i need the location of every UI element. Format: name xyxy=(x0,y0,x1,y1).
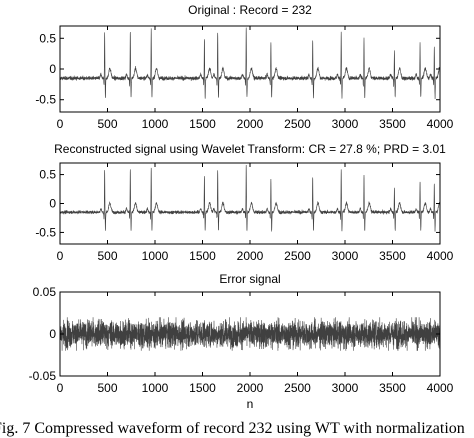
x-tick-label: 0 xyxy=(57,381,64,395)
y-tick-label: 0.5 xyxy=(39,31,56,45)
x-tick-label: 500 xyxy=(97,117,117,131)
y-tick-label: -0.5 xyxy=(35,225,56,239)
caption-text: Fig. 7 Compressed waveform of record 232… xyxy=(0,420,465,437)
panel-1-title: Original : Record = 232 xyxy=(188,3,312,17)
x-tick-label: 1500 xyxy=(189,117,216,131)
x-tick-label: 1000 xyxy=(142,117,169,131)
x-tick-label: 2500 xyxy=(284,381,311,395)
x-tick-label: 1500 xyxy=(189,249,216,263)
y-tick-label: 0.5 xyxy=(39,168,56,182)
x-tick-label: 3000 xyxy=(332,381,359,395)
x-tick-label: 1000 xyxy=(142,381,169,395)
panel-2-title: Reconstructed signal using Wavelet Trans… xyxy=(54,142,446,156)
x-tick-label: 2000 xyxy=(237,117,264,131)
x-tick-label: 1000 xyxy=(142,249,169,263)
y-tick-label: 0 xyxy=(49,197,56,211)
y-tick-label: 0 xyxy=(49,62,56,76)
x-tick-label: 4000 xyxy=(427,381,454,395)
x-tick-label: 3500 xyxy=(379,249,406,263)
panel-2-signal-line xyxy=(60,165,440,232)
x-tick-label: 0 xyxy=(57,249,64,263)
x-tick-label: 2500 xyxy=(284,117,311,131)
figure-caption: Fig. 7 Compressed waveform of record 232… xyxy=(0,420,474,438)
panel-3-signal-line xyxy=(60,317,440,351)
y-tick-label: -0.05 xyxy=(29,369,57,383)
x-tick-label: 2000 xyxy=(237,249,264,263)
y-tick-label: 0 xyxy=(49,327,56,341)
panel-1-signal-line xyxy=(60,27,440,100)
x-tick-label: 3000 xyxy=(332,249,359,263)
x-tick-label: 4000 xyxy=(427,117,454,131)
x-tick-label: 3000 xyxy=(332,117,359,131)
x-tick-label: 3500 xyxy=(379,381,406,395)
x-tick-label: 1500 xyxy=(189,381,216,395)
y-tick-label: -0.5 xyxy=(35,93,56,107)
y-tick-label: 0.05 xyxy=(33,285,57,299)
x-tick-label: 500 xyxy=(97,381,117,395)
x-tick-label: 0 xyxy=(57,117,64,131)
panel-3-title: Error signal xyxy=(219,272,280,286)
panel-1-axes-box xyxy=(59,25,441,113)
panel-2-axes-box xyxy=(59,162,441,245)
x-axis-label: n xyxy=(247,397,254,411)
x-tick-label: 4000 xyxy=(427,249,454,263)
x-tick-label: 3500 xyxy=(379,117,406,131)
figure: Original : Record = 232 0 500 1000 1500 2000 2… xyxy=(29,3,454,411)
x-tick-label: 500 xyxy=(97,249,117,263)
x-tick-label: 2000 xyxy=(237,381,264,395)
x-tick-label: 2500 xyxy=(284,249,311,263)
